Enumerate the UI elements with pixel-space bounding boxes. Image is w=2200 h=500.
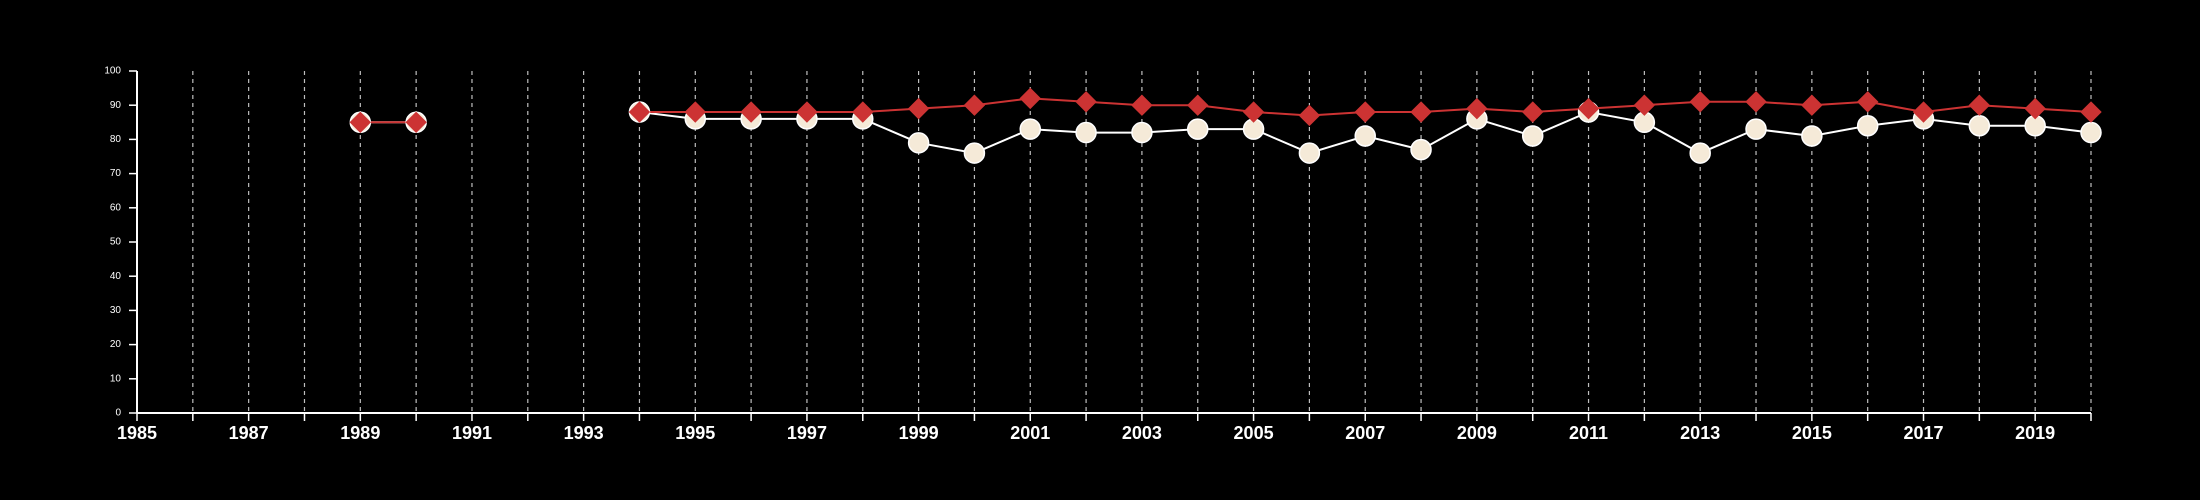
y-tick-label: 40 bbox=[110, 271, 122, 282]
data-point-circle bbox=[1354, 125, 1376, 147]
data-point-diamond bbox=[1242, 101, 1265, 123]
data-point-diamond bbox=[1298, 104, 1321, 127]
data-point-diamond bbox=[1745, 91, 1767, 113]
data-point-circle bbox=[963, 142, 986, 164]
data-point-circle bbox=[1745, 118, 1767, 140]
x-tick-label: 2007 bbox=[1345, 423, 1385, 443]
data-point-diamond bbox=[1522, 101, 1544, 123]
x-tick-label: 1993 bbox=[564, 423, 604, 443]
data-point-diamond bbox=[1354, 101, 1376, 123]
y-tick-label: 30 bbox=[110, 305, 122, 316]
data-point-diamond bbox=[1187, 94, 1209, 116]
data-point-diamond bbox=[796, 101, 818, 123]
axes: 0 10 20 30 40 50 60 70 80 90 100 1985 1987 1989 1991 19… bbox=[104, 66, 2092, 443]
x-tick-label: 2013 bbox=[1680, 423, 1720, 443]
x-tick-label: 2009 bbox=[1457, 423, 1497, 443]
data-point-diamond bbox=[1968, 94, 1991, 116]
x-tick-label: 1985 bbox=[117, 423, 157, 443]
data-point-circle bbox=[1298, 142, 1321, 164]
data-point-circle bbox=[1856, 114, 1879, 137]
data-point-diamond bbox=[349, 111, 372, 134]
y-tick-label: 10 bbox=[110, 373, 122, 384]
x-tick-label: 2019 bbox=[2015, 423, 2055, 443]
data-point-circle bbox=[1689, 142, 1711, 164]
x-tick-label: 1991 bbox=[452, 423, 492, 443]
data-point-circle bbox=[1075, 121, 1097, 144]
data-point-diamond bbox=[628, 101, 651, 123]
x-tick-label: 1987 bbox=[229, 423, 269, 443]
data-point-diamond bbox=[1019, 87, 1041, 110]
data-point-diamond bbox=[852, 101, 874, 123]
data-point-diamond bbox=[1577, 97, 1600, 120]
y-tick-label: 70 bbox=[110, 168, 122, 179]
y-tick-label: 80 bbox=[110, 134, 122, 145]
y-tick-label: 90 bbox=[110, 100, 122, 111]
data-point-diamond bbox=[1856, 91, 1879, 113]
data-point-circle bbox=[1019, 118, 1042, 140]
x-tick-label: 1997 bbox=[787, 423, 827, 443]
data-point-diamond bbox=[1912, 101, 1935, 123]
y-tick-label: 20 bbox=[110, 339, 122, 350]
data-point-diamond bbox=[740, 101, 762, 123]
data-point-circle bbox=[907, 132, 930, 154]
markers-group bbox=[349, 87, 2102, 164]
data-point-circle bbox=[1410, 138, 1432, 161]
data-point-circle bbox=[1521, 125, 1544, 147]
x-tick-label: 2017 bbox=[1903, 423, 1943, 443]
data-point-diamond bbox=[2080, 101, 2102, 123]
data-point-diamond bbox=[1689, 91, 1711, 113]
data-point-diamond bbox=[684, 101, 706, 123]
data-point-circle bbox=[1186, 118, 1209, 140]
y-tick-label: 100 bbox=[104, 66, 121, 77]
x-tick-label: 2015 bbox=[1792, 423, 1832, 443]
y-tick-label: 60 bbox=[110, 202, 122, 213]
data-point-diamond bbox=[405, 111, 427, 134]
data-point-diamond bbox=[1633, 94, 1656, 116]
x-tick-label: 2001 bbox=[1010, 423, 1050, 443]
data-point-circle bbox=[2080, 121, 2102, 144]
x-tick-label: 1999 bbox=[899, 423, 939, 443]
data-point-diamond bbox=[907, 97, 930, 120]
data-point-circle bbox=[1801, 125, 1823, 147]
y-tick-label: 0 bbox=[115, 408, 121, 419]
data-point-diamond bbox=[1466, 97, 1488, 120]
x-tick-label: 1995 bbox=[675, 423, 715, 443]
x-tick-label: 2005 bbox=[1234, 423, 1274, 443]
data-point-diamond bbox=[2024, 97, 2046, 120]
data-point-diamond bbox=[963, 94, 986, 116]
data-point-circle bbox=[1131, 121, 1153, 144]
x-tick-label: 2011 bbox=[1569, 423, 1608, 443]
x-tick-label: 2003 bbox=[1122, 423, 1162, 443]
y-tick-label: 50 bbox=[110, 237, 122, 248]
data-point-circle bbox=[1968, 114, 1991, 137]
x-tick-label: 1989 bbox=[340, 423, 380, 443]
data-point-diamond bbox=[1131, 94, 1153, 116]
data-point-diamond bbox=[1075, 91, 1097, 113]
data-point-diamond bbox=[1801, 94, 1823, 116]
data-point-diamond bbox=[1410, 101, 1432, 123]
